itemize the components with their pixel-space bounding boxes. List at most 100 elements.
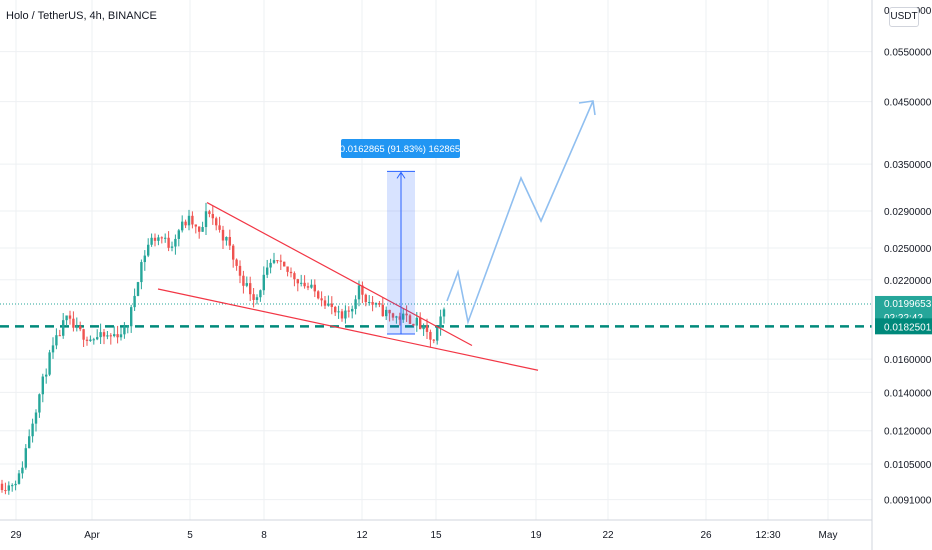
time-tick-label: 29 bbox=[10, 530, 22, 541]
candle-body bbox=[177, 230, 180, 239]
candle-body bbox=[89, 339, 92, 341]
candle-body bbox=[330, 303, 333, 307]
candle-body bbox=[99, 332, 102, 338]
price-tick-label: 0.0105000 bbox=[884, 460, 932, 471]
time-tick-label: Apr bbox=[84, 530, 100, 541]
candle-body bbox=[0, 483, 4, 491]
price-tick-label: 0.0290000 bbox=[884, 207, 932, 218]
candle-body bbox=[378, 303, 381, 305]
candle-body bbox=[303, 282, 306, 287]
candlestick-series bbox=[0, 202, 446, 495]
candle-body bbox=[337, 311, 340, 313]
candle-body bbox=[218, 225, 221, 230]
candle-body bbox=[31, 423, 34, 437]
candle-body bbox=[201, 227, 204, 232]
measure-label: 0.0162865 (91.83%) 162865 bbox=[340, 144, 460, 155]
candle-body bbox=[38, 394, 41, 413]
candle-body bbox=[41, 376, 44, 395]
candle-body bbox=[232, 245, 235, 260]
candle-body bbox=[344, 310, 347, 319]
candle-body bbox=[381, 304, 384, 317]
candle-body bbox=[130, 307, 133, 327]
candle-body bbox=[126, 326, 129, 328]
candle-body bbox=[402, 313, 405, 320]
currency-button[interactable]: USDT bbox=[889, 7, 919, 27]
time-tick-label: 5 bbox=[187, 530, 193, 541]
price-tick-label: 0.0350000 bbox=[884, 160, 932, 171]
measure-label-bg bbox=[341, 139, 460, 158]
candle-body bbox=[34, 412, 38, 424]
candle-body bbox=[143, 255, 146, 263]
symbol-title: Holo / TetherUS, 4h, BINANCE bbox=[6, 10, 157, 22]
candle-body bbox=[252, 294, 255, 300]
candle-body bbox=[286, 266, 289, 272]
candle-body bbox=[432, 339, 435, 341]
candle-body bbox=[334, 306, 337, 313]
candle-body bbox=[313, 284, 316, 292]
candle-body bbox=[140, 262, 143, 283]
support-price-badge bbox=[875, 318, 932, 335]
candle-body bbox=[398, 316, 401, 320]
price-tick-label: 0.0250000 bbox=[884, 244, 932, 255]
price-tick-label: 0.0091000 bbox=[884, 496, 932, 507]
candle-body bbox=[245, 283, 248, 286]
candle-body bbox=[289, 271, 293, 274]
candle-body bbox=[283, 261, 286, 267]
candle-body bbox=[109, 335, 112, 337]
time-tick-label: 26 bbox=[700, 530, 712, 541]
projection-path bbox=[446, 100, 594, 325]
candle-body bbox=[259, 290, 262, 298]
candle-body bbox=[92, 339, 95, 341]
candle-body bbox=[85, 339, 89, 341]
time-tick-label: May bbox=[819, 530, 838, 541]
candle-body bbox=[116, 334, 119, 338]
candle-body bbox=[167, 237, 170, 248]
candle-body bbox=[184, 221, 187, 226]
candle-body bbox=[208, 211, 211, 215]
current-price-label: 0.0199653 bbox=[884, 299, 932, 310]
candle-body bbox=[11, 485, 14, 487]
candle-body bbox=[153, 237, 157, 241]
candle-body bbox=[164, 237, 167, 239]
candle-body bbox=[412, 323, 415, 326]
wedge-upper-line bbox=[206, 202, 473, 347]
price-tick-label: 0.0450000 bbox=[884, 98, 932, 109]
candle-body bbox=[368, 302, 371, 304]
price-tick-label: 0.0160000 bbox=[884, 355, 932, 366]
projection-arrow-head bbox=[578, 100, 596, 116]
candle-body bbox=[293, 273, 296, 280]
candle-body bbox=[119, 334, 123, 338]
time-tick-label: 12:30 bbox=[755, 530, 780, 541]
candle-body bbox=[436, 327, 439, 341]
candle-body bbox=[211, 214, 214, 219]
candle-body bbox=[279, 260, 282, 262]
candle-body bbox=[364, 294, 367, 303]
candle-body bbox=[388, 309, 391, 314]
candle-body bbox=[405, 313, 408, 316]
candle-body bbox=[269, 262, 272, 268]
candle-body bbox=[323, 300, 327, 306]
candle-body bbox=[102, 332, 106, 337]
candle-body bbox=[439, 316, 442, 328]
candle-body bbox=[347, 310, 350, 312]
candle-body bbox=[262, 274, 265, 291]
price-tick-label: 0.0120000 bbox=[884, 427, 932, 438]
candle-body bbox=[272, 260, 276, 263]
candle-body bbox=[242, 275, 245, 286]
candle-body bbox=[21, 467, 24, 474]
time-tick-label: 15 bbox=[430, 530, 442, 541]
time-tick-label: 22 bbox=[602, 530, 614, 541]
candle-body bbox=[198, 226, 201, 232]
chart-grid bbox=[0, 0, 872, 520]
candle-body bbox=[157, 237, 160, 241]
price-tick-label: 0.0550000 bbox=[884, 48, 932, 59]
candle-body bbox=[187, 215, 191, 226]
candle-body bbox=[296, 279, 299, 284]
candle-body bbox=[266, 267, 269, 275]
support-price-label: 0.0182501 bbox=[884, 322, 932, 333]
time-tick-label: 19 bbox=[530, 530, 542, 541]
wedge-lower-line bbox=[157, 288, 539, 371]
candle-body bbox=[123, 326, 126, 335]
